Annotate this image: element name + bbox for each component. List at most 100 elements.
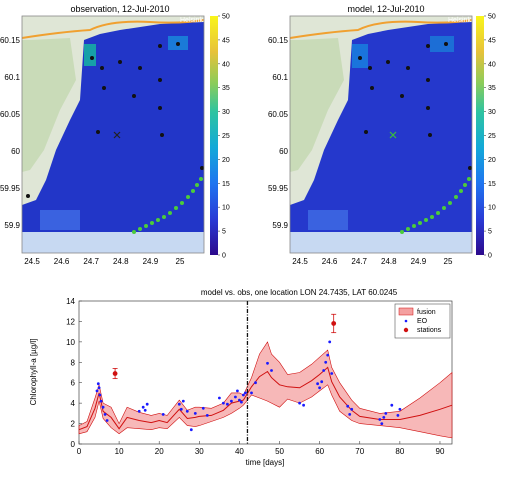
map-y-tick-label: 59.95 <box>0 184 21 193</box>
map-x-tick-label: 24.6 <box>322 257 338 266</box>
eo-point <box>238 398 241 402</box>
eo-point <box>205 414 209 417</box>
eo-point <box>236 389 239 393</box>
map-y-tick-label: 60.05 <box>0 110 21 119</box>
shallow-patch <box>40 210 80 230</box>
map-y-tick-label: 60 <box>11 147 20 156</box>
x-tick-label: 70 <box>355 447 364 456</box>
colorbar-ticks: 0 5 10 15 20 25 30 35 40 45 50 <box>484 14 496 260</box>
map-title: model, 12-Jul-2010 <box>347 4 424 14</box>
eo-point <box>266 361 269 365</box>
eo-point <box>105 419 109 422</box>
eo-point <box>145 402 149 406</box>
map-panel-observation: observation, 12-Jul-2010 Helsinki <box>0 4 230 266</box>
colorbar-tick-label: 10 <box>222 205 230 212</box>
eo-point <box>322 369 326 372</box>
map-x-tick-label: 25 <box>444 257 453 266</box>
time-series-chart: model vs. obs, one location LON 24.7435,… <box>29 288 453 467</box>
eo-point <box>141 405 145 409</box>
eo-point <box>97 386 101 390</box>
colorbar-tick-label: 40 <box>222 61 230 68</box>
legend-swatch-stations <box>403 327 409 333</box>
eo-point <box>298 401 301 405</box>
map-x-tick-label: 24.7 <box>351 257 367 266</box>
eo-point <box>242 393 245 397</box>
eo-point <box>316 382 319 386</box>
eo-point <box>326 353 330 357</box>
eo-point <box>270 369 273 372</box>
ship-track <box>400 177 471 234</box>
map-plot-area: Helsinki <box>289 15 473 254</box>
y-ticks: 0 2 4 6 8 10 12 14 <box>66 297 82 449</box>
eo-point <box>201 406 205 410</box>
map-x-tick-label: 24.9 <box>143 257 159 266</box>
shallow-patch <box>308 210 348 230</box>
eo-point <box>161 413 165 416</box>
place-label-helsinki: Helsinki <box>448 17 473 24</box>
station-markers <box>358 42 472 170</box>
x-tick-label: 0 <box>77 447 82 456</box>
map-x-ticks: 24.5 24.6 24.7 24.8 24.9 25 <box>292 257 453 266</box>
map-panel-model: model, 12-Jul-2010 Helsinki <box>268 4 496 266</box>
legend: fusion EO stations <box>394 303 451 339</box>
y-tick-label: 6 <box>71 379 76 388</box>
chart-title: model vs. obs, one location LON 24.7435,… <box>201 288 398 297</box>
map-x-tick-label: 24.5 <box>24 257 40 266</box>
high-chl-patch <box>84 44 96 66</box>
eo-point <box>99 399 103 403</box>
legend-label-stations: stations <box>417 327 442 334</box>
y-tick-label: 12 <box>66 317 75 326</box>
map-plot-area: Helsinki <box>21 15 205 254</box>
eo-point <box>382 416 386 419</box>
y-axis-label: Chlorophyll-a [µg/l] <box>29 339 38 406</box>
place-label-helsinki: Helsinki <box>180 17 205 24</box>
eo-point <box>226 402 229 406</box>
eo-point <box>350 407 354 411</box>
eo-point <box>230 399 233 403</box>
map-title: observation, 12-Jul-2010 <box>70 4 169 14</box>
map-x-tick-label: 24.9 <box>411 257 427 266</box>
legend-label-eo: EO <box>417 318 428 325</box>
x-tick-label: 10 <box>115 447 124 456</box>
eo-point <box>390 403 394 407</box>
colorbar-tick-label: 20 <box>488 157 496 164</box>
eo-point <box>96 382 100 386</box>
eo-point <box>396 414 400 417</box>
map-x-tick-label: 24.8 <box>113 257 129 266</box>
eo-point <box>179 407 183 411</box>
colorbar-tick-label: 5 <box>488 229 492 236</box>
eo-point <box>244 391 247 395</box>
y-tick-label: 0 <box>71 440 76 449</box>
x-tick-label: 80 <box>395 447 404 456</box>
fusion-band <box>78 341 453 439</box>
eo-point <box>101 405 105 409</box>
x-tick-label: 20 <box>155 447 164 456</box>
selected-location-marker <box>113 131 121 139</box>
legend-swatch-fusion <box>398 307 414 316</box>
road-line <box>289 19 473 39</box>
eo-point <box>189 428 193 432</box>
colorbar-tick-label: 10 <box>488 205 496 212</box>
eo-point <box>98 393 102 397</box>
eo-point <box>378 418 382 421</box>
legend-label-fusion: fusion <box>417 309 436 316</box>
mid-chl-patch <box>430 36 454 52</box>
selected-location-marker <box>389 131 397 139</box>
station-markers <box>26 42 204 198</box>
x-tick-label: 40 <box>235 447 244 456</box>
map-x-tick-label: 24.5 <box>292 257 308 266</box>
map-y-tick-label: 60 <box>279 147 288 156</box>
eo-point <box>328 340 332 344</box>
ship-track <box>132 177 203 234</box>
map-y-tick-label: 60.15 <box>268 36 289 45</box>
eo-point <box>222 401 225 405</box>
colorbar-tick-label: 5 <box>222 229 226 236</box>
station-point <box>331 321 337 326</box>
colorbar-tick-label: 30 <box>488 109 496 116</box>
eo-point <box>380 422 384 425</box>
map-y-tick-label: 60.15 <box>0 36 21 45</box>
colorbar-tick-label: 35 <box>222 85 230 92</box>
land-mask-bottom <box>290 232 472 253</box>
x-tick-label: 50 <box>275 447 284 456</box>
legend-swatch-eo <box>404 319 408 323</box>
